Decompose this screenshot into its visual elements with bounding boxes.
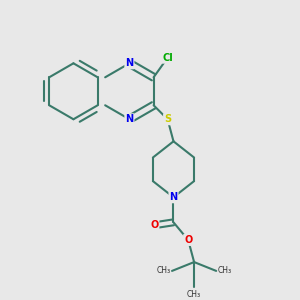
Text: Cl: Cl	[162, 53, 173, 63]
Text: CH₃: CH₃	[187, 290, 201, 299]
Text: N: N	[125, 58, 134, 68]
Text: N: N	[169, 192, 178, 202]
Text: O: O	[150, 220, 158, 230]
Text: CH₃: CH₃	[218, 266, 232, 275]
Text: S: S	[164, 114, 171, 124]
Text: CH₃: CH₃	[156, 266, 170, 275]
Text: N: N	[125, 114, 134, 124]
Text: O: O	[184, 235, 192, 245]
